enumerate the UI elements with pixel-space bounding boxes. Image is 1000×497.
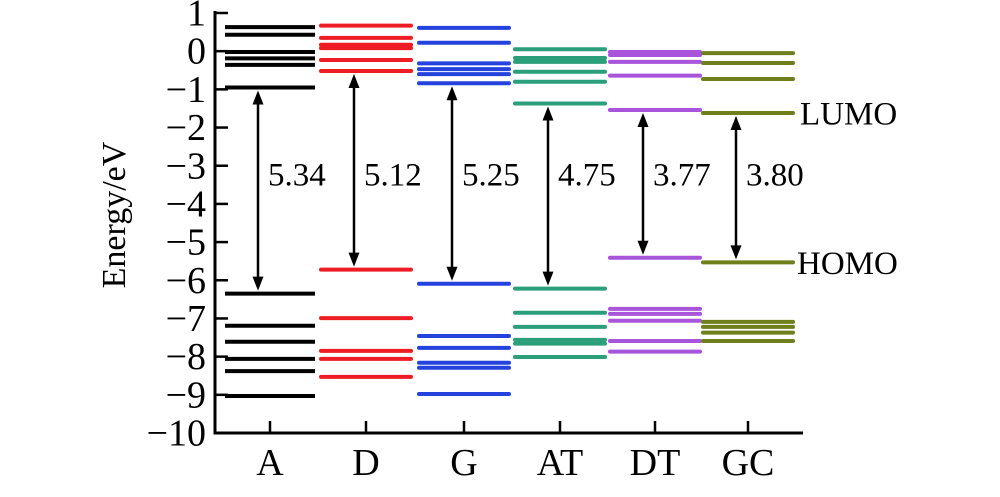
gap-label-d: 5.12 <box>364 158 422 194</box>
gap-arrow-gc <box>730 116 742 260</box>
gap-arrow-part <box>637 112 649 127</box>
y-tick-label: 0 <box>187 31 206 73</box>
gap-label-a: 5.34 <box>268 158 326 194</box>
gap-label-gc: 3.80 <box>746 158 804 194</box>
category-label-gc: GC <box>722 442 775 484</box>
lumo-label: LUMO <box>800 97 897 133</box>
y-tick-label: −6 <box>166 260 206 302</box>
y-tick-label: −7 <box>166 298 206 340</box>
gap-arrow-part <box>348 74 360 89</box>
gap-arrow-at <box>542 106 554 286</box>
gap-arrow-part <box>542 106 554 121</box>
gap-arrow-part <box>252 276 264 291</box>
homo-label: HOMO <box>797 246 898 282</box>
gap-arrow-part <box>542 271 554 286</box>
y-tick-label: −9 <box>166 374 206 416</box>
y-tick-label: −8 <box>166 336 206 378</box>
gap-label-dt: 3.77 <box>653 158 711 194</box>
category-label-at: AT <box>537 442 583 484</box>
gap-arrow-d <box>348 74 360 267</box>
category-label-d: D <box>352 442 379 484</box>
category-label-g: G <box>450 442 477 484</box>
y-tick-label: 1 <box>187 0 206 35</box>
gap-arrow-part <box>446 266 458 281</box>
gap-arrow-part <box>252 90 264 105</box>
gap-arrow-dt <box>637 112 649 255</box>
y-tick-label: −3 <box>166 145 206 187</box>
y-axis-title: Energy/eV <box>96 141 133 288</box>
category-label-dt: DT <box>630 442 681 484</box>
gap-arrow-part <box>446 86 458 101</box>
category-label-a: A <box>256 442 284 484</box>
gap-arrow-part <box>730 245 742 260</box>
gap-arrow-part <box>637 240 649 255</box>
gap-arrow-g <box>446 86 458 281</box>
gap-label-g: 5.25 <box>462 158 520 194</box>
y-tick-label: −5 <box>166 222 206 264</box>
y-tick-label: −2 <box>166 107 206 149</box>
gap-arrow-a <box>252 90 264 291</box>
gap-arrow-part <box>730 116 742 131</box>
y-tick-label: −4 <box>166 183 206 225</box>
gap-arrow-part <box>348 252 360 267</box>
y-tick-label: −1 <box>166 69 206 111</box>
y-tick-label: −10 <box>147 413 206 455</box>
gap-label-at: 4.75 <box>558 158 616 194</box>
